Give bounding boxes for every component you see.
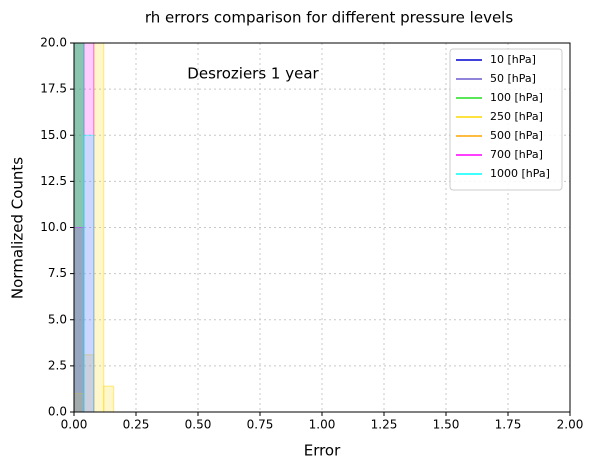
y-axis-label: Normalized Counts [9,157,27,299]
x-tick-label: 1.25 [371,418,398,432]
legend-label: 250 [hPa] [490,110,543,123]
y-tick-label: 17.5 [40,82,67,96]
histogram-bar [93,43,105,412]
x-tick-label: 0.50 [185,418,212,432]
chart-title: rh errors comparison for different press… [145,9,514,27]
y-tick-label: 20.0 [40,36,67,50]
x-tick-label: 0.00 [61,418,88,432]
y-tick-label: 12.5 [40,174,67,188]
x-tick-label: 1.75 [495,418,522,432]
x-tick-label: 0.25 [123,418,150,432]
legend-label: 50 [hPa] [490,72,536,85]
y-tick-label: 2.5 [48,358,67,372]
x-tick-label: 0.75 [247,418,274,432]
y-tick-label: 10.0 [40,220,67,234]
histograms [74,43,115,412]
legend-label: 500 [hPa] [490,129,543,142]
legend-label: 700 [hPa] [490,148,543,161]
axes: 0.00 0.25 0.50 0.75 1.00 1.25 1.50 1.75 2.00 0.0 2… [40,36,583,432]
legend-label: 10 [hPa] [490,53,536,66]
y-tick-label: 5.0 [48,312,67,326]
histogram-bar [74,43,85,412]
legend-label: 1000 [hPa] [490,167,550,180]
x-axis-label: Error [304,442,341,460]
x-tick-label: 1.50 [433,418,460,432]
x-tick-label: 1.00 [309,418,336,432]
y-tick-label: 0.0 [48,405,67,419]
x-tick-label: 2.00 [557,418,584,432]
annotation: Desroziers 1 year [187,65,319,83]
y-tick-label: 7.5 [48,266,67,280]
legend: 10 [hPa] 50 [hPa] 100 [hPa] 250 [hPa] 500 [h… [449,48,563,191]
histogram-bar [83,134,95,412]
histogram-bar [103,385,115,412]
legend-label: 100 [hPa] [490,91,543,104]
y-tick-label: 15.0 [40,128,67,142]
